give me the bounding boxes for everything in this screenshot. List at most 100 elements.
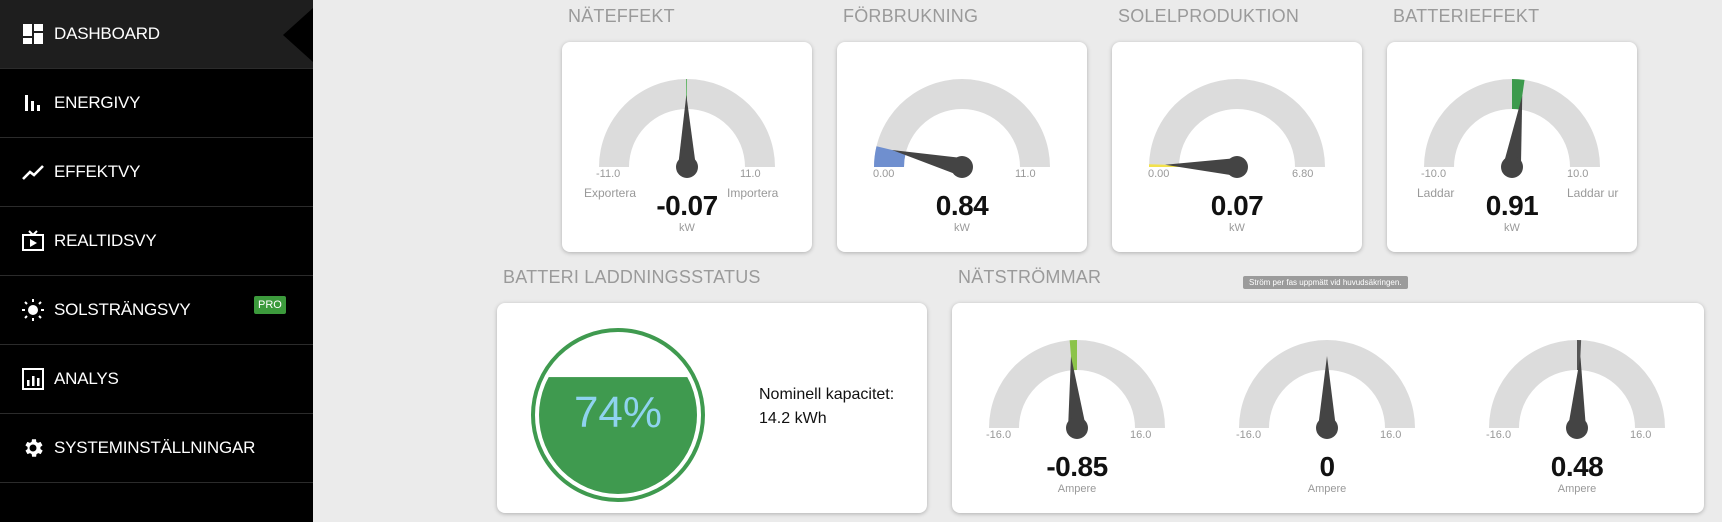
battery-outer-ring bbox=[531, 328, 705, 502]
gauge-dial bbox=[1149, 79, 1325, 178]
sidebar-item-label: ANALYS bbox=[54, 369, 119, 388]
gauge-dial bbox=[989, 340, 1165, 439]
gauge-unit: Ampere bbox=[1307, 483, 1347, 495]
gauge-needle bbox=[1068, 356, 1086, 429]
battery-section-title: BATTERI LADDNINGSSTATUS bbox=[503, 267, 761, 287]
gauge-title-forbrukning: FÖRBRUKNING bbox=[843, 6, 979, 26]
battery-capacity-label: Nominell kapacitet: bbox=[759, 386, 895, 403]
tv-play-icon bbox=[20, 228, 46, 254]
gauge-min: -16.0 bbox=[1236, 429, 1262, 441]
gauge-left-label: Laddar bbox=[1417, 186, 1455, 200]
gauge-dial bbox=[1489, 340, 1665, 439]
gauge-max: 6.80 bbox=[1292, 168, 1314, 180]
gauge-max: 11.0 bbox=[1015, 168, 1036, 180]
gauge-fill bbox=[1577, 340, 1582, 371]
sidebar-item-dashboard[interactable]: DASHBOARD bbox=[0, 0, 313, 69]
gauge-needle-hub bbox=[1316, 417, 1338, 439]
gauge-max: 16.0 bbox=[1630, 429, 1652, 441]
sidebar-item-label: EFFEKTVY bbox=[54, 162, 141, 181]
gauge-track bbox=[989, 340, 1165, 428]
battery-capacity-value: 14.2 kWh bbox=[759, 410, 827, 427]
gauge-value: 0.91 bbox=[1485, 190, 1539, 221]
gauge-unit: kW bbox=[1229, 222, 1245, 234]
gauge-left-label: Exportera bbox=[584, 186, 637, 200]
gauge-fill bbox=[1149, 164, 1180, 167]
gauge-value: -0.07 bbox=[656, 190, 718, 221]
gauge-min: 0.00 bbox=[1148, 168, 1170, 180]
gauge-unit: kW bbox=[679, 222, 695, 234]
chevron-up-icon[interactable] bbox=[273, 441, 285, 453]
pro-badge: PRO bbox=[254, 296, 286, 314]
gauge-min: -10.0 bbox=[1421, 168, 1447, 180]
gauge-unit: Ampere bbox=[1557, 483, 1597, 495]
gauge-max: 10.0 bbox=[1567, 168, 1589, 180]
gauge-dial bbox=[599, 79, 775, 178]
gauge-max: 11.0 bbox=[740, 168, 761, 180]
gauge-value: 0 bbox=[1319, 451, 1335, 482]
gauge-track bbox=[1239, 340, 1415, 428]
gauge-value: 0.84 bbox=[935, 190, 989, 221]
gauge-card-forbrukning[interactable]: 0.00 11.0 0.84 kW bbox=[837, 42, 1087, 252]
gauge-min: -16.0 bbox=[1486, 429, 1512, 441]
gauge-needle-hub bbox=[1226, 156, 1248, 178]
grid-currents-title: NÄTSTRÖMMAR bbox=[958, 267, 1102, 287]
sidebar-item-label: REALTIDSVY bbox=[54, 231, 157, 250]
bar-chart-icon bbox=[20, 90, 46, 116]
trend-line-icon bbox=[20, 159, 46, 185]
gauge-value: 0.48 bbox=[1550, 451, 1604, 482]
gauge-needle bbox=[892, 149, 965, 176]
gauge-needle-hub bbox=[951, 156, 973, 178]
gauge-dial bbox=[1239, 340, 1415, 439]
gauge-dial bbox=[874, 79, 1050, 178]
dashboard-icon bbox=[20, 21, 46, 47]
gauge-unit: kW bbox=[1504, 222, 1520, 234]
gauge-needle bbox=[1568, 356, 1586, 429]
gauge-right-label: Laddar ur bbox=[1567, 186, 1619, 200]
sidebar-item-analys[interactable]: ANALYS bbox=[0, 345, 313, 414]
sidebar-item-label: SOLSTRÄNGSVY bbox=[54, 300, 191, 319]
sidebar-item-label: ENERGIVY bbox=[54, 93, 141, 112]
gauge-fill bbox=[1512, 79, 1525, 110]
sun-icon bbox=[20, 297, 46, 323]
gauge-needle bbox=[1165, 158, 1238, 176]
sidebar-item-systeminstallningar[interactable]: SYSTEMINSTÄLLNINGAR bbox=[0, 414, 313, 483]
gauge-track bbox=[1149, 79, 1325, 167]
gauge-min: -16.0 bbox=[986, 429, 1012, 441]
gauge-right-label: Importera bbox=[727, 186, 779, 200]
gauge-unit: Ampere bbox=[1057, 483, 1097, 495]
analytics-icon bbox=[20, 366, 46, 392]
gauge-needle bbox=[1318, 356, 1336, 428]
grid-currents-card[interactable]: -16.0 16.0 -0.85 Ampere -16.0 16.0 0 Amp… bbox=[952, 303, 1704, 513]
gauge-value: -0.85 bbox=[1046, 451, 1108, 482]
gauge-title-nateffekt: NÄTEFFEKT bbox=[568, 6, 675, 26]
gauge-unit: kW bbox=[954, 222, 970, 234]
chevron-up-icon[interactable] bbox=[273, 372, 285, 384]
gauge-fill bbox=[1069, 340, 1077, 371]
phase-gauge-3: -16.0 16.0 0.48 Ampere bbox=[1452, 303, 1702, 513]
gauge-max: 16.0 bbox=[1130, 429, 1152, 441]
sidebar: DASHBOARD ENERGIVY EFFEKTVY REALTIDSVY S… bbox=[0, 0, 313, 522]
gear-icon bbox=[20, 435, 46, 461]
sidebar-item-effektvy[interactable]: EFFEKTVY bbox=[0, 138, 313, 207]
gauge-value: 0.07 bbox=[1210, 190, 1264, 221]
sidebar-item-realtidsvy[interactable]: REALTIDSVY bbox=[0, 207, 313, 276]
grid-currents-tooltip: Ström per fas uppmätt vid huvudsäkringen… bbox=[1243, 276, 1408, 289]
gauge-card-nateffekt[interactable]: -11.0 11.0 Exportera Importera -0.07 kW bbox=[562, 42, 812, 252]
battery-level-gauge bbox=[531, 328, 705, 502]
gauge-needle bbox=[678, 95, 696, 168]
sidebar-item-energivy[interactable]: ENERGIVY bbox=[0, 69, 313, 138]
gauge-track bbox=[1489, 340, 1665, 428]
gauge-min: -11.0 bbox=[596, 168, 621, 180]
gauge-card-batterieffekt[interactable]: -10.0 10.0 Laddar Laddar ur 0.91 kW bbox=[1387, 42, 1637, 252]
gauge-needle bbox=[1503, 95, 1523, 169]
gauge-dial bbox=[1424, 79, 1600, 178]
gauge-max: 16.0 bbox=[1380, 429, 1402, 441]
gauge-title-batterieffekt: BATTERIEFFEKT bbox=[1393, 6, 1540, 26]
gauge-needle-hub bbox=[1566, 417, 1588, 439]
gauge-needle-hub bbox=[1066, 417, 1088, 439]
gauge-track bbox=[874, 79, 1050, 167]
sidebar-item-label: SYSTEMINSTÄLLNINGAR bbox=[54, 438, 256, 457]
gauge-track bbox=[599, 79, 775, 167]
gauge-card-solelproduktion[interactable]: 0.00 6.80 0.07 kW bbox=[1112, 42, 1362, 252]
sidebar-item-solstrangsvy[interactable]: SOLSTRÄNGSVY PRO bbox=[0, 276, 313, 345]
